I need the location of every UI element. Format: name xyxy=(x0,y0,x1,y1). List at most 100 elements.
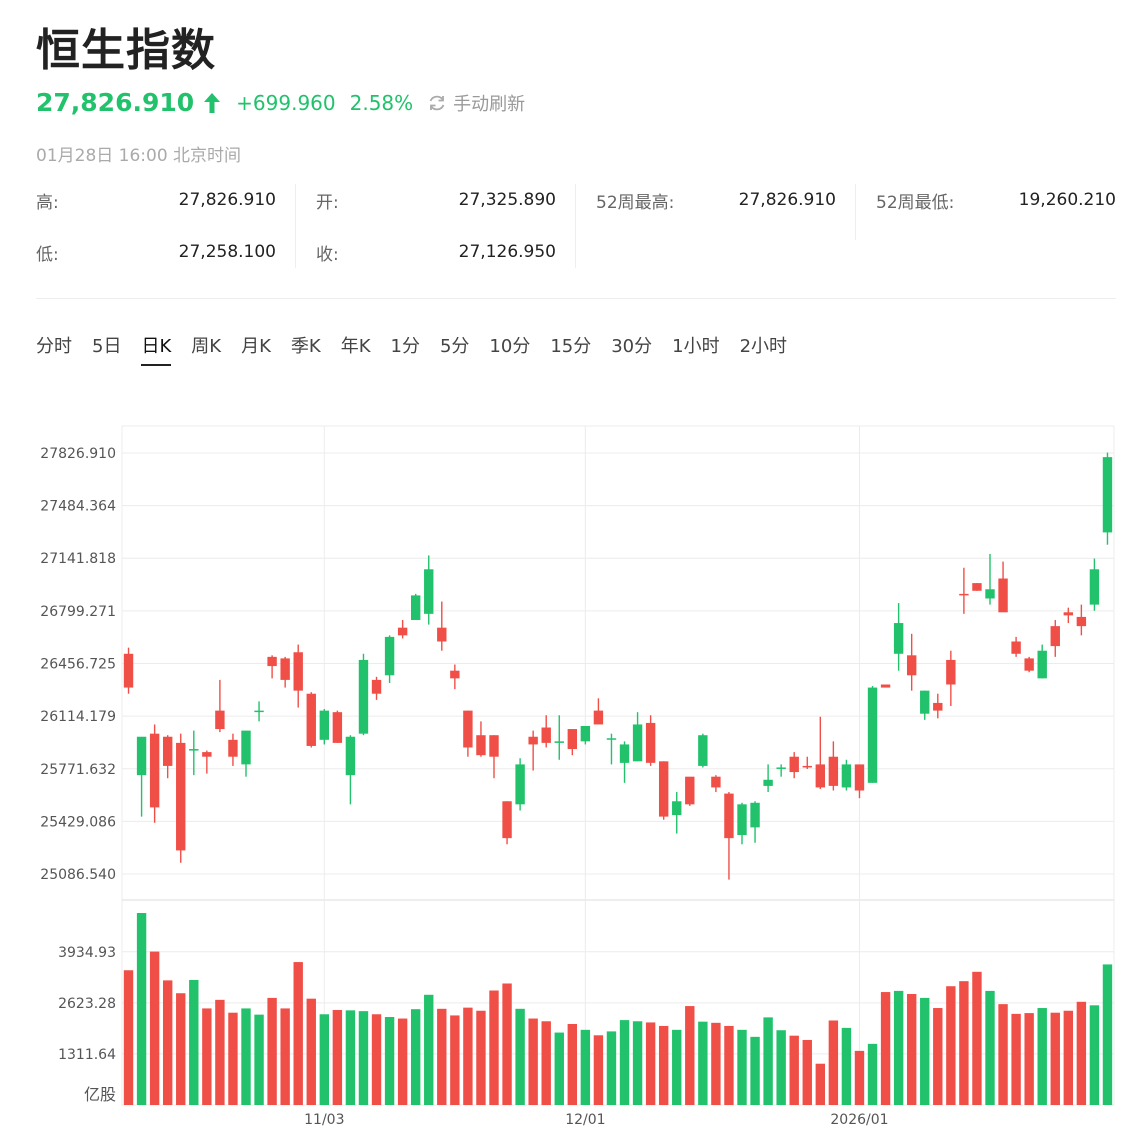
stat-label: 收: xyxy=(316,244,339,265)
tab-weekly-k[interactable]: 周K xyxy=(191,336,222,357)
candle-body xyxy=(241,730,251,765)
candle-body xyxy=(123,653,134,688)
tab-30min[interactable]: 30分 xyxy=(611,336,653,357)
volume-bar xyxy=(515,1008,525,1105)
divider xyxy=(36,298,1116,299)
date-tick-label: 12/01 xyxy=(565,1112,605,1128)
volume-bar xyxy=(410,1009,421,1105)
candle-body xyxy=(658,761,669,817)
volume-tick-label: 2623.28 xyxy=(58,996,116,1012)
price-tick-label: 26114.179 xyxy=(40,709,116,725)
volume-bar xyxy=(606,1031,617,1105)
candle-body xyxy=(802,765,812,768)
volume-bar xyxy=(985,990,995,1105)
volume-bar xyxy=(384,1016,395,1105)
candle-body xyxy=(554,741,564,743)
stats-panel: 高: 27,826.910 开: 27,325.890 52周最高: 27,82… xyxy=(36,180,1116,272)
volume-bar xyxy=(267,997,277,1105)
tab-5min[interactable]: 5分 xyxy=(439,336,470,357)
candle-body xyxy=(632,724,643,762)
tab-10min[interactable]: 10分 xyxy=(489,336,531,357)
tab-quarterly-k[interactable]: 季K xyxy=(290,336,321,357)
candle-body xyxy=(724,793,734,839)
volume-bar xyxy=(841,1027,852,1105)
candle-body xyxy=(358,659,369,734)
volume-bar xyxy=(1076,1001,1087,1105)
tab-yearly-k[interactable]: 年K xyxy=(340,336,371,357)
volume-bar xyxy=(658,1025,669,1105)
volume-bar xyxy=(711,1022,721,1105)
volume-bar xyxy=(619,1020,630,1105)
candle-body xyxy=(828,756,839,786)
volume-bar xyxy=(867,1043,878,1105)
candle-body xyxy=(933,702,943,711)
volume-bar xyxy=(645,1022,656,1105)
volume-bar xyxy=(489,990,499,1105)
price-tick-label: 25429.086 xyxy=(40,814,116,830)
tab-15min[interactable]: 15分 xyxy=(550,336,592,357)
volume-bar xyxy=(215,999,225,1105)
stat-open: 开: 27,325.890 xyxy=(316,180,576,220)
volume-bar xyxy=(893,990,904,1105)
volume-bar xyxy=(920,997,930,1105)
volume-bar xyxy=(476,1010,486,1105)
candle-body xyxy=(880,684,891,688)
candle-body xyxy=(397,627,408,636)
candle-body xyxy=(841,764,852,788)
candle-body xyxy=(463,710,473,748)
volume-bar xyxy=(123,970,134,1105)
tab-monthly-k[interactable]: 月K xyxy=(241,336,271,357)
candle-body xyxy=(750,802,760,828)
volume-bar xyxy=(763,1017,773,1105)
candle-body xyxy=(228,739,238,757)
arrow-up-icon xyxy=(204,92,221,113)
volume-bar xyxy=(162,980,173,1105)
refresh-button[interactable]: 手动刷新 xyxy=(427,90,525,116)
candle-body xyxy=(528,736,538,745)
volume-bar xyxy=(424,994,434,1105)
tab-1min[interactable]: 1分 xyxy=(390,336,420,357)
volume-bar xyxy=(554,1032,564,1105)
candle-body xyxy=(280,658,290,680)
volume-bar xyxy=(933,1008,943,1105)
volume-bar xyxy=(189,979,199,1105)
volume-bar xyxy=(541,1021,551,1105)
volume-bar xyxy=(306,998,316,1105)
volume-bar xyxy=(972,971,982,1105)
tab-minute[interactable]: 分时 xyxy=(36,336,72,357)
volume-bar xyxy=(397,1018,408,1105)
volume-bar xyxy=(1089,1005,1100,1105)
stat-label: 52周最高: xyxy=(596,192,675,213)
candle-body xyxy=(567,729,578,750)
current-price: 27,826.910 xyxy=(36,88,195,117)
candle-body xyxy=(371,679,382,694)
volume-bar xyxy=(580,1029,591,1105)
divider xyxy=(575,184,576,268)
divider xyxy=(295,184,296,268)
candle-body xyxy=(267,656,277,667)
candle-body xyxy=(502,801,512,839)
candle-body xyxy=(906,655,917,676)
stat-label: 52周最低: xyxy=(876,192,955,213)
candle-body xyxy=(685,776,695,805)
volume-bar xyxy=(789,1035,799,1105)
volume-unit-label: 亿股 xyxy=(84,1085,116,1104)
tab-5day[interactable]: 5日 xyxy=(92,336,122,357)
candle-body xyxy=(450,670,460,679)
volume-bar xyxy=(567,1023,578,1105)
volume-bar xyxy=(737,1029,747,1105)
candle-body xyxy=(854,764,865,791)
volume-bar xyxy=(802,1039,812,1105)
volume-bar xyxy=(998,1004,1008,1105)
candle-body xyxy=(541,727,551,743)
volume-tick-label: 3934.93 xyxy=(58,945,116,961)
candle-body xyxy=(776,767,786,769)
volume-bar xyxy=(815,1063,826,1105)
tab-2hour[interactable]: 2小时 xyxy=(739,336,788,357)
quote-row: 27,826.910 +699.960 2.58% 手动刷新 xyxy=(36,88,525,117)
volume-bar xyxy=(750,1036,760,1105)
tab-daily-k[interactable]: 日K xyxy=(141,332,172,366)
candle-body xyxy=(606,738,617,740)
tab-1hour[interactable]: 1小时 xyxy=(672,336,720,357)
